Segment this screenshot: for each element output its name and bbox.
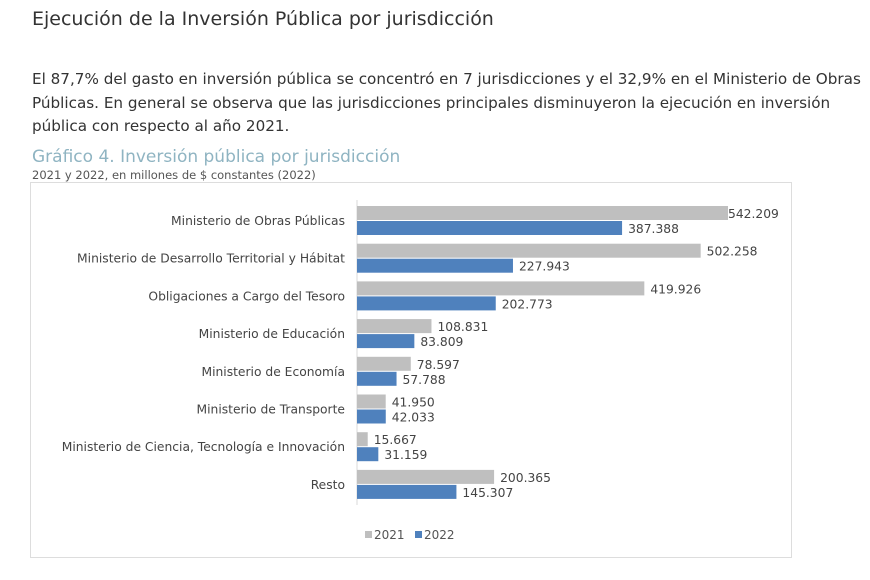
legend-swatch-2022 — [415, 531, 422, 538]
data-label-2021: 502.258 — [707, 245, 758, 259]
bar-2021 — [357, 394, 386, 409]
category-label: Ministerio de Desarrollo Territorial y H… — [77, 252, 345, 266]
bar-2022 — [357, 447, 379, 462]
category-label: Resto — [311, 478, 345, 492]
bar-2021 — [357, 356, 411, 371]
data-label-2022: 42.033 — [392, 411, 435, 425]
data-label-2021: 78.597 — [417, 358, 460, 372]
page-heading: Ejecución de la Inversión Pública por ju… — [32, 8, 494, 30]
data-label-2021: 419.926 — [650, 282, 701, 296]
category-label: Ministerio de Transporte — [197, 403, 345, 417]
category-label: Ministerio de Educación — [199, 327, 345, 341]
bar-2021 — [357, 206, 728, 220]
legend-swatch-2021 — [365, 531, 372, 538]
chart-subtitle: 2021 y 2022, en millones de $ constantes… — [32, 168, 316, 182]
bar-2021 — [357, 432, 368, 447]
bar-2021 — [357, 469, 495, 484]
data-label-2021: 108.831 — [437, 320, 488, 334]
chart-frame — [30, 182, 792, 558]
category-label: Obligaciones a Cargo del Tesoro — [148, 289, 345, 303]
bar-2022 — [357, 334, 415, 349]
category-label: Ministerio de Economía — [201, 365, 345, 379]
data-label-2022: 227.943 — [519, 260, 570, 274]
bar-2021 — [357, 281, 645, 296]
chart-title: Gráfico 4. Inversión pública por jurisdi… — [32, 147, 401, 167]
data-label-2022: 31.159 — [384, 448, 427, 462]
bar-2021 — [357, 243, 701, 258]
data-label-2021: 15.667 — [374, 433, 417, 447]
data-label-2022: 57.788 — [403, 373, 446, 387]
category-label: Ministerio de Ciencia, Tecnología e Inno… — [62, 440, 345, 454]
data-label-2022: 387.388 — [628, 222, 679, 236]
data-label-2021: 200.365 — [500, 471, 551, 485]
data-label-2022: 145.307 — [462, 486, 513, 500]
data-label-2022: 83.809 — [420, 335, 463, 349]
category-label: Ministerio de Obras Públicas — [171, 214, 345, 228]
bar-2022 — [357, 484, 457, 499]
body-paragraph: El 87,7% del gasto en inversión pública … — [32, 70, 861, 135]
data-label-2021: 542.209 — [728, 207, 779, 221]
data-label-2021: 41.950 — [392, 396, 435, 410]
bar-2021 — [357, 319, 432, 334]
bar-2022 — [357, 409, 386, 424]
bar-2022 — [357, 371, 397, 386]
data-label-2022: 202.773 — [502, 297, 553, 311]
legend-label-2022: 2022 — [424, 528, 455, 542]
legend-label-2021: 2021 — [374, 528, 405, 542]
bar-2022 — [357, 296, 496, 311]
bar-2022 — [357, 221, 623, 235]
bar-2022 — [357, 258, 513, 273]
